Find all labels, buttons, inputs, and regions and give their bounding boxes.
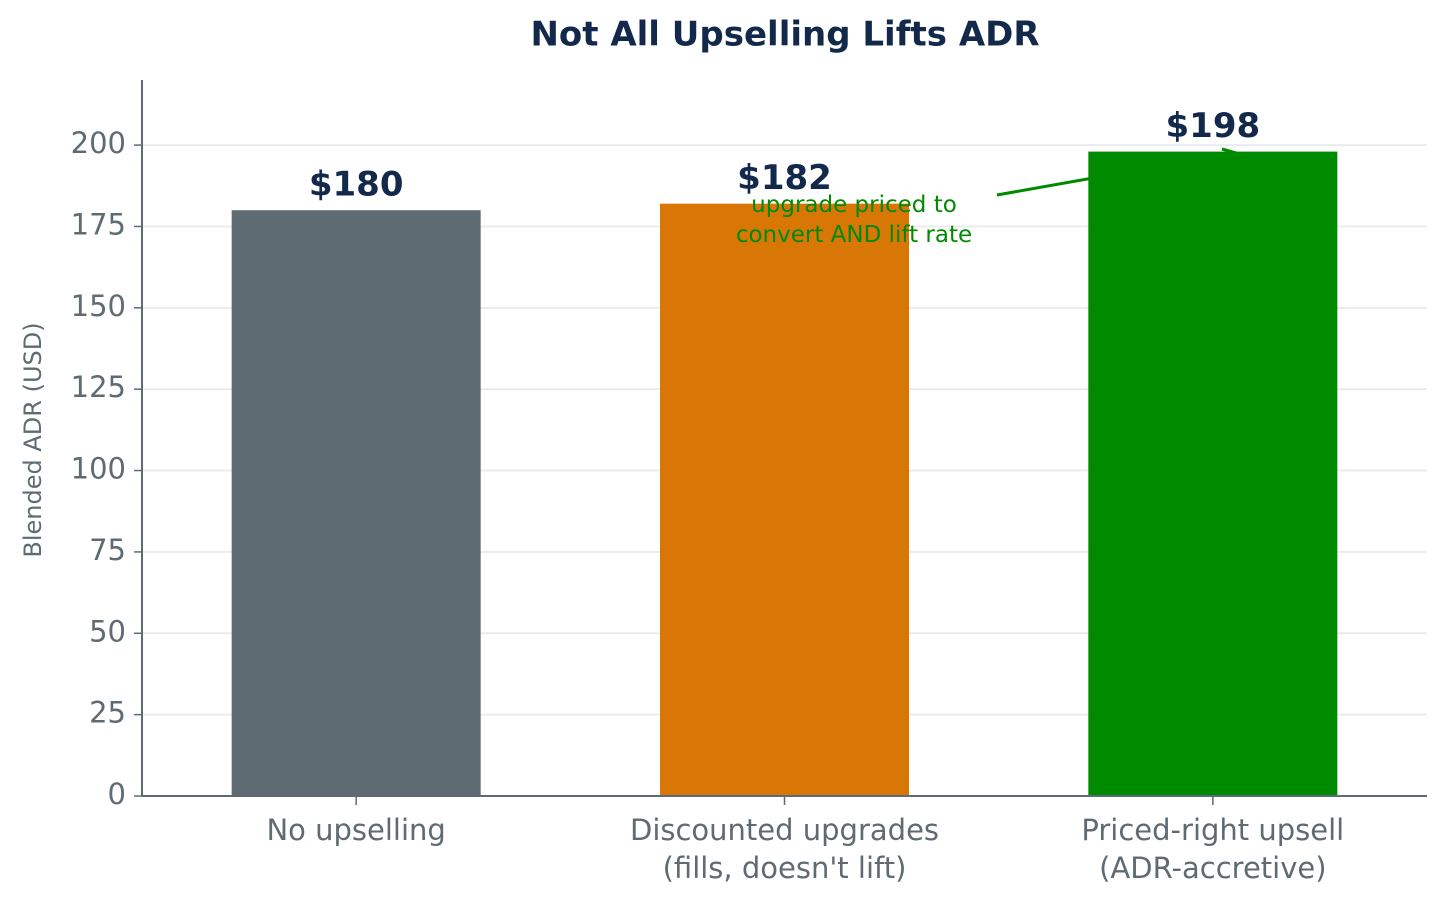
- x-tick-label: No upselling: [266, 813, 446, 847]
- y-tick-label: 25: [89, 696, 126, 730]
- y-tick-label: 50: [89, 614, 126, 648]
- value-label: $180: [309, 165, 404, 205]
- y-axis-label: Blended ADR (USD): [19, 322, 47, 557]
- annotation: upgrade priced to convert AND lift rate: [735, 192, 973, 248]
- y-tick-label: 175: [71, 207, 126, 241]
- x-tick-label: Priced-right upsell (ADR-accretive): [1081, 813, 1345, 885]
- x-tick-label: Discounted upgrades (fills, doesn't lift…: [629, 813, 940, 885]
- value-label: $182: [737, 158, 832, 198]
- bar: [660, 203, 909, 796]
- y-tick-label: 100: [71, 452, 126, 486]
- y-tick-label: 0: [108, 777, 126, 811]
- bar: [231, 210, 481, 796]
- value-label: $198: [1166, 106, 1261, 146]
- y-tick-label: 150: [71, 289, 126, 323]
- y-tick-label: 200: [71, 126, 126, 160]
- y-tick-label: 75: [89, 533, 126, 567]
- bar: [1088, 151, 1338, 797]
- y-tick-label: 125: [71, 370, 126, 404]
- chart-title: Not All Upselling Lifts ADR: [530, 15, 1039, 55]
- annotation-arrow: [996, 147, 1240, 197]
